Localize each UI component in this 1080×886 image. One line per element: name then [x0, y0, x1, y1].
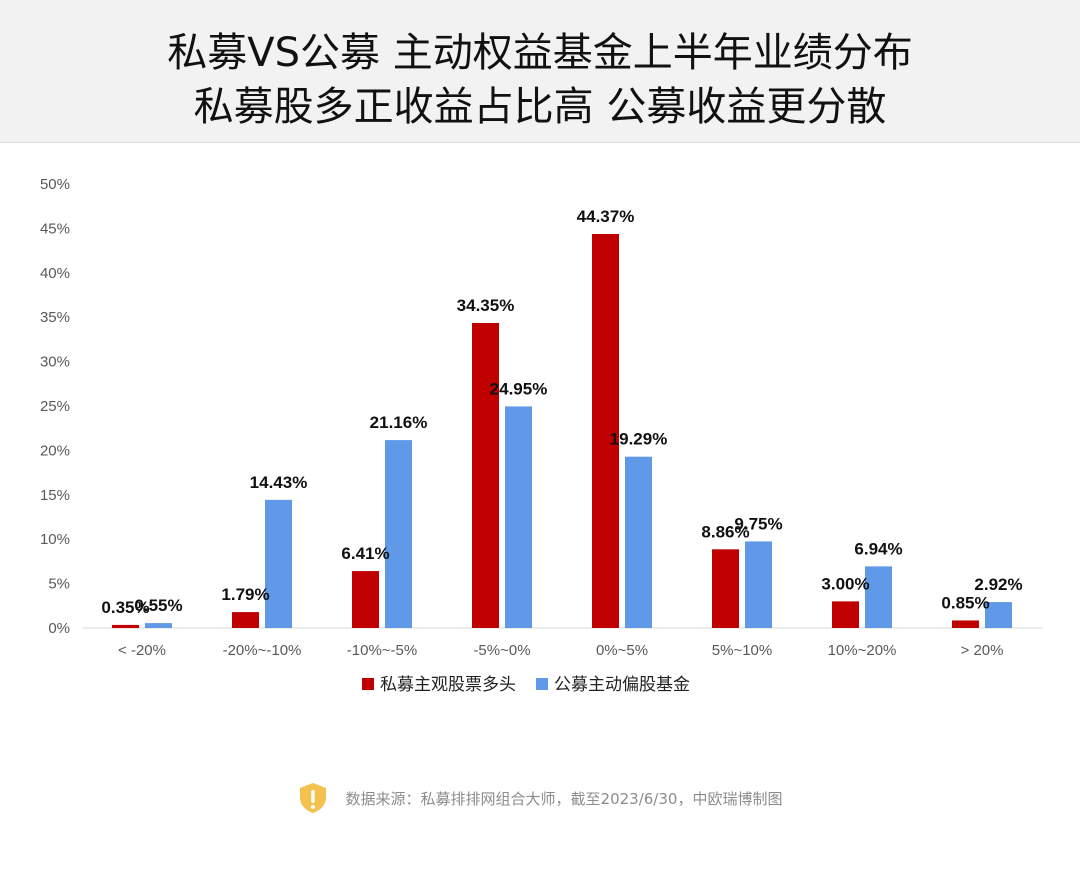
x-tick-label: 10%~20%: [828, 642, 897, 659]
x-tick-label: -20%~-10%: [223, 642, 302, 659]
y-tick-label: 10%: [40, 531, 70, 548]
bar-private-7: [952, 620, 979, 628]
bar-public-6: [865, 566, 892, 628]
x-tick-label: -5%~0%: [473, 642, 530, 659]
y-tick-label: 25%: [40, 398, 70, 415]
bar-chart: 0% 5% 10% 15% 20% 25% 30% 35% 40% 45% 50% 0.35%0.5…: [40, 176, 1042, 695]
data-source-note: 数据来源：私募排排网组合大师，截至2023/6/30，中欧瑞博制图: [345, 789, 783, 808]
data-label: 34.35%: [457, 296, 515, 315]
bar-private-3: [472, 322, 499, 628]
data-label: 6.94%: [854, 539, 902, 558]
data-label: 6.41%: [341, 544, 389, 563]
data-label: 44.37%: [577, 207, 635, 226]
footer: 数据来源：私募排排网组合大师，截至2023/6/30，中欧瑞博制图: [0, 780, 1080, 816]
y-tick-label: 15%: [40, 487, 70, 504]
y-tick-label: 40%: [40, 265, 70, 282]
bar-private-1: [232, 612, 259, 628]
data-label: 19.29%: [610, 430, 668, 449]
bar-private-4: [592, 233, 619, 629]
x-tick-label: -10%~-5%: [347, 642, 417, 659]
x-tick-label: 0%~5%: [596, 642, 648, 659]
x-tick-label: > 20%: [961, 642, 1004, 659]
legend-label: 公募主动偏股基金: [554, 675, 690, 695]
y-tick-label: 45%: [40, 220, 70, 237]
data-label: 2.92%: [974, 575, 1022, 594]
data-label: 8.86%: [701, 522, 749, 541]
page-subtitle: 私募股多正收益占比高 公募收益更分散: [193, 84, 887, 130]
y-tick-label: 50%: [40, 176, 70, 193]
data-label: 1.79%: [221, 585, 269, 604]
title-banner: 私募VS公募 主动权益基金上半年业绩分布 私募股多正收益占比高 公募收益更分散: [0, 0, 1080, 143]
y-tick-label: 20%: [40, 442, 70, 459]
bar-public-1: [265, 499, 292, 628]
data-label: 21.16%: [370, 413, 428, 432]
legend: 私募主观股票多头 公募主动偏股基金: [362, 675, 690, 695]
y-tick-label: 5%: [48, 576, 70, 593]
legend-label: 私募主观股票多头: [380, 675, 516, 695]
data-label: 9.75%: [734, 514, 782, 533]
data-labels-layer: 0.35%0.55% 1.79% 14.43% 6.41% 21.16% 34.35% 24…: [101, 207, 1022, 617]
bar-private-5: [712, 549, 739, 628]
x-tick-label: 5%~10%: [712, 642, 772, 659]
y-tick-label: 0%: [48, 620, 70, 637]
bar-public-5: [745, 541, 772, 628]
bar-public-7: [985, 602, 1012, 628]
data-label: 0.35%: [101, 598, 149, 617]
page-title: 私募VS公募 主动权益基金上半年业绩分布: [167, 30, 913, 76]
bar-private-0: [112, 624, 139, 628]
bar-public-2: [385, 440, 412, 628]
bar-public-0: [145, 623, 172, 628]
legend-swatch: [362, 678, 374, 690]
legend-swatch: [536, 678, 548, 690]
bar-private-2: [352, 571, 379, 628]
bar-public-3: [505, 406, 532, 628]
bars-layer: [112, 233, 1012, 629]
data-label: 3.00%: [821, 574, 869, 593]
data-label: 0.85%: [941, 593, 989, 612]
x-tick-label: < -20%: [118, 642, 166, 659]
warning-shield-icon: [299, 783, 326, 813]
data-label: 0.55%: [134, 596, 182, 615]
bar-private-6: [832, 601, 859, 628]
data-label: 14.43%: [250, 473, 308, 492]
y-tick-label: 30%: [40, 354, 70, 371]
x-axis: < -20% -20%~-10% -10%~-5% -5%~0% 0%~5% 5%~10%…: [118, 642, 1003, 659]
y-tick-label: 35%: [40, 309, 70, 326]
data-label: 24.95%: [490, 379, 548, 398]
bar-public-4: [625, 456, 652, 628]
y-axis: 0% 5% 10% 15% 20% 25% 30% 35% 40% 45% 50%: [40, 176, 70, 637]
